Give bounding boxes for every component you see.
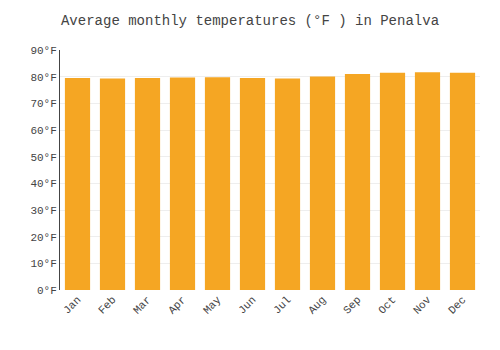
svg-text:May: May [201, 294, 224, 317]
svg-text:80°F: 80°F [30, 72, 56, 84]
svg-text:60°F: 60°F [30, 125, 56, 137]
svg-text:Mar: Mar [131, 294, 153, 316]
svg-text:Feb: Feb [96, 294, 118, 316]
svg-text:50°F: 50°F [30, 152, 56, 164]
svg-text:Jun: Jun [236, 294, 258, 316]
svg-text:30°F: 30°F [30, 205, 56, 217]
svg-text:20°F: 20°F [30, 232, 56, 244]
svg-text:10°F: 10°F [30, 258, 56, 270]
svg-text:0°F: 0°F [37, 285, 57, 297]
svg-text:Apr: Apr [166, 294, 188, 316]
svg-text:Jul: Jul [271, 294, 293, 316]
svg-text:70°F: 70°F [30, 98, 56, 110]
svg-text:Oct: Oct [376, 294, 398, 316]
svg-text:Sep: Sep [341, 294, 363, 316]
svg-text:Average monthly temperatures (: Average monthly temperatures (°F ) in Pe… [61, 13, 439, 29]
svg-text:Nov: Nov [411, 294, 434, 317]
svg-text:40°F: 40°F [30, 178, 56, 190]
svg-text:Dec: Dec [446, 294, 468, 316]
svg-text:Jan: Jan [61, 294, 83, 316]
svg-text:Aug: Aug [306, 294, 328, 316]
svg-text:90°F: 90°F [30, 45, 56, 57]
